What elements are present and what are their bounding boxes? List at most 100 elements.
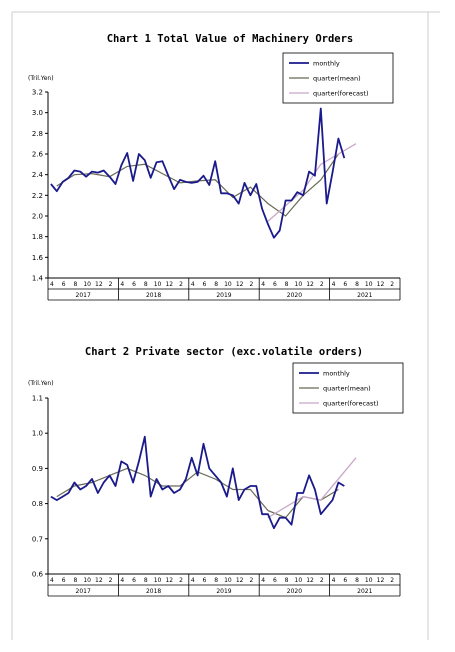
chart-2-month-label: 12: [236, 577, 244, 584]
chart-1-legend-label: quarter(mean): [313, 75, 361, 83]
chart-1-y-tick-label: 2.0: [32, 213, 43, 221]
chart-1-year-label: 2019: [216, 292, 231, 299]
chart-2-month-label: 6: [343, 577, 347, 584]
chart-1-month-label: 10: [295, 281, 303, 288]
chart-1-month-label: 10: [224, 281, 232, 288]
chart-2-year-label: 2021: [357, 588, 372, 595]
chart-2-month-label: 4: [261, 577, 265, 584]
chart-1-month-label: 12: [95, 281, 103, 288]
chart-1: Chart 1 Total Value of Machinery Orders …: [28, 33, 401, 301]
chart-2-month-label: 12: [95, 577, 103, 584]
chart-2-month-label: 8: [73, 577, 77, 584]
chart-1-month-label: 4: [120, 281, 124, 288]
chart-1-month-label: 8: [73, 281, 77, 288]
chart-2-month-label: 10: [365, 577, 373, 584]
chart-1-y-tick-label: 2.8: [32, 130, 43, 138]
chart-1-month-label: 8: [144, 281, 148, 288]
chart-1-y-tick-label: 2.6: [32, 151, 44, 159]
chart-2-month-label: 2: [109, 577, 113, 584]
chart-1-title: Chart 1 Total Value of Machinery Orders: [107, 33, 354, 45]
chart-2-year-label: 2017: [76, 588, 91, 595]
chart-1-legend: monthly quarter(mean) quarter(forecast): [282, 52, 394, 104]
chart-1-month-label: 10: [83, 281, 91, 288]
chart-1-month-label: 4: [261, 281, 265, 288]
chart-1-year-label: 2020: [287, 292, 302, 299]
chart-2-month-label: 2: [320, 577, 324, 584]
chart-2-y-tick-label: 0.6: [32, 571, 44, 579]
chart-2-month-label: 10: [154, 577, 162, 584]
chart-2-y-tick-label: 1.1: [32, 395, 43, 403]
chart-1-year-label: 2017: [76, 292, 91, 299]
chart-2-series-monthly: [50, 435, 345, 530]
chart-2-year-label: 2020: [287, 588, 302, 595]
chart-1-y-tick-label: 2.2: [32, 192, 43, 200]
chart-1-month-label: 2: [320, 281, 324, 288]
chart-1-y-tick-label: 1.6: [32, 254, 44, 262]
chart-2-y-tick-label: 1.0: [32, 430, 43, 438]
chart-1-unit-label: (Tril.Yen): [28, 75, 54, 82]
chart-1-month-label: 12: [165, 281, 173, 288]
chart-2-month-label: 12: [377, 577, 385, 584]
chart-2-y-tick-label: 0.8: [32, 500, 43, 508]
chart-1-y-tick-label: 2.4: [32, 171, 44, 179]
chart-1-month-label: 4: [191, 281, 195, 288]
chart-2-month-label: 4: [332, 577, 336, 584]
chart-2-legend-label: quarter(mean): [323, 385, 371, 393]
chart-1-month-label: 8: [214, 281, 218, 288]
chart-2-month-label: 12: [165, 577, 173, 584]
chart-1-month-label: 4: [332, 281, 336, 288]
chart-2-title: Chart 2 Private sector (exc.volatile ord…: [85, 346, 363, 358]
chart-2-y-tick-label: 0.9: [32, 465, 43, 473]
chart-1-month-label: 8: [355, 281, 359, 288]
chart-1-month-label: 12: [236, 281, 244, 288]
chart-2-month-label: 2: [249, 577, 253, 584]
chart-2-month-label: 6: [203, 577, 207, 584]
chart-1-y-tick-label: 3.0: [32, 109, 43, 117]
chart-1-month-label: 12: [377, 281, 385, 288]
chart-1-legend-label: quarter(forecast): [313, 90, 368, 98]
chart-2-legend-label: monthly: [323, 370, 350, 378]
chart-1-y-tick-label: 1.8: [32, 233, 43, 241]
chart-2-month-label: 10: [295, 577, 303, 584]
chart-2-month-label: 12: [306, 577, 314, 584]
chart-1-y-tick-label: 1.4: [32, 275, 44, 283]
chart-2-year-label: 2018: [146, 588, 161, 595]
chart-1-month-label: 2: [390, 281, 394, 288]
chart-1-month-label: 2: [179, 281, 183, 288]
chart-2-month-label: 4: [191, 577, 195, 584]
chart-2-month-label: 8: [355, 577, 359, 584]
chart-2-month-label: 8: [285, 577, 289, 584]
chart-1-month-label: 6: [62, 281, 66, 288]
chart-2-month-label: 2: [390, 577, 394, 584]
chart-2-year-label: 2019: [216, 588, 231, 595]
chart-1-series-monthly: [50, 107, 346, 239]
chart-2-month-label: 4: [120, 577, 124, 584]
chart-2-series-quarter-forecast: [267, 457, 357, 519]
chart-1-year-label: 2018: [146, 292, 161, 299]
chart-2-unit-label: (Tril.Yen): [28, 380, 54, 387]
chart-2-y-tick-label: 0.7: [32, 535, 43, 543]
chart-2-month-label: 6: [132, 577, 136, 584]
chart-2-month-label: 10: [83, 577, 91, 584]
chart-1-month-label: 4: [50, 281, 54, 288]
chart-1-month-label: 6: [132, 281, 136, 288]
chart-1-month-label: 8: [285, 281, 289, 288]
chart-1-month-label: 6: [343, 281, 347, 288]
chart-1-month-label: 6: [203, 281, 207, 288]
chart-2-month-label: 6: [273, 577, 277, 584]
chart-2-month-label: 10: [224, 577, 232, 584]
chart-2-month-label: 2: [179, 577, 183, 584]
chart-1-y-tick-label: 3.2: [32, 89, 43, 97]
chart-2-month-label: 6: [62, 577, 66, 584]
chart-1-series-quarter-mean: [56, 153, 339, 217]
chart-2-month-label: 4: [50, 577, 54, 584]
chart-1-month-label: 10: [365, 281, 373, 288]
chart-1-month-label: 10: [154, 281, 162, 288]
chart-1-month-label: 2: [109, 281, 113, 288]
chart-2: Chart 2 Private sector (exc.volatile ord…: [28, 346, 404, 597]
chart-1-series-quarter-forecast: [267, 143, 357, 222]
chart-1-legend-label: monthly: [313, 60, 340, 68]
chart-1-month-label: 2: [249, 281, 253, 288]
chart-2-month-label: 8: [144, 577, 148, 584]
